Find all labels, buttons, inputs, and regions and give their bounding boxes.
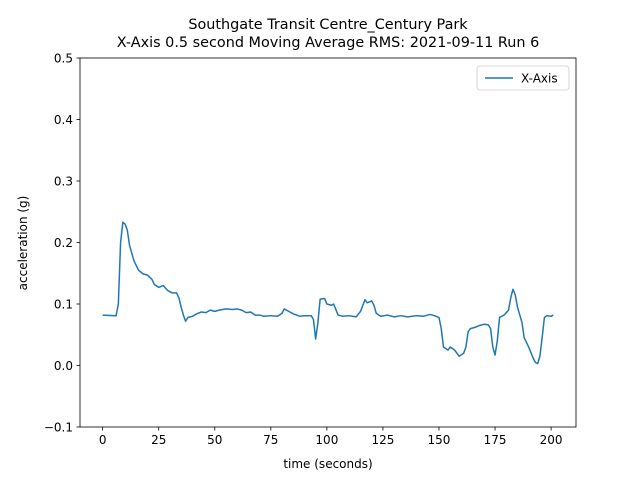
x-tick-label: 50 — [207, 433, 222, 447]
legend-box — [476, 65, 570, 91]
y-tick-label: 0.3 — [54, 175, 73, 189]
y-axis-label: acceleration (g) — [16, 196, 30, 291]
x-axis-label: time (seconds) — [283, 457, 372, 471]
x-tick-label: 150 — [428, 433, 451, 447]
chart-title: Southgate Transit Centre_Century Park — [188, 17, 468, 33]
y-tick-label: −0.1 — [44, 421, 73, 435]
axes-frame — [79, 57, 577, 428]
y-tick-label: 0.5 — [54, 52, 73, 66]
chart-subtitle: X-Axis 0.5 second Moving Average RMS: 20… — [117, 35, 540, 51]
x-tick-label: 0 — [99, 433, 107, 447]
x-tick-label: 25 — [151, 433, 166, 447]
y-tick-label: 0.2 — [54, 236, 73, 250]
data-line — [102, 221, 554, 365]
x-tick-label: 200 — [540, 433, 563, 447]
y-tick-label: 0.0 — [54, 359, 73, 373]
y-tick-label: 0.4 — [54, 113, 73, 127]
x-tick-label: 125 — [371, 433, 394, 447]
x-tick-label: 100 — [315, 433, 338, 447]
x-tick-label: 175 — [484, 433, 507, 447]
x-tick-label: 75 — [263, 433, 278, 447]
y-tick-label: 0.1 — [54, 298, 73, 312]
legend-label: X-Axis — [521, 72, 558, 86]
